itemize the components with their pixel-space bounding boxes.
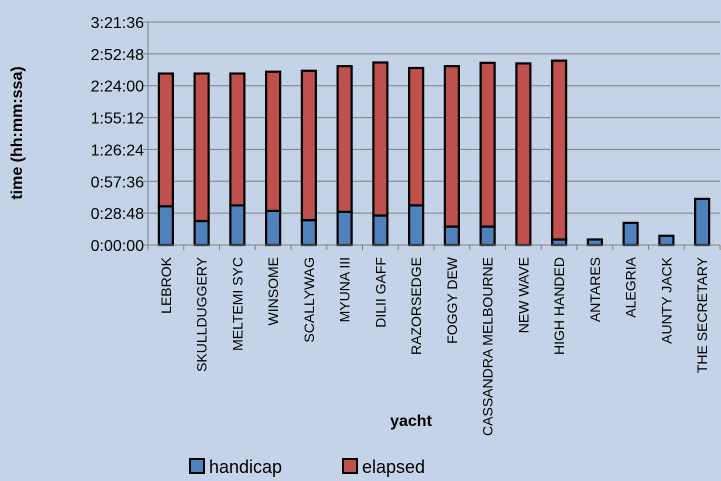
bar-handicap xyxy=(622,221,639,247)
x-tick-label: HIGH HANDED xyxy=(551,257,567,355)
x-tick-label: RAZORSEDGE xyxy=(408,257,424,355)
x-tick-label: DILII GAFF xyxy=(372,257,388,328)
bar-handicap xyxy=(372,214,389,247)
x-tick-label: LEBROK xyxy=(158,256,174,313)
y-tick-label: 2:52:48 xyxy=(91,47,144,64)
y-tick-label: 0:00:00 xyxy=(91,238,144,255)
y-tick-label: 3:21:36 xyxy=(91,15,144,32)
bar-handicap xyxy=(408,204,425,247)
x-axis: LEBROK SKULLDUGGERY MELTEMI SYC WINSOME SCAL… xyxy=(147,244,721,436)
bar-handicap xyxy=(694,197,711,247)
bar-elapsed xyxy=(193,72,210,223)
y-tick-label: 1:55:12 xyxy=(91,111,144,128)
x-tick-label: MELTEMI SYC xyxy=(229,257,245,351)
x-tick-label: THE SECRETARY xyxy=(694,256,710,373)
bar-elapsed xyxy=(336,65,353,213)
y-axis-title: time (hh:mm:ssa) xyxy=(9,66,26,199)
y-tick-label: 2:24:00 xyxy=(91,79,144,96)
bar-elapsed xyxy=(372,61,389,217)
bar-handicap xyxy=(658,234,675,247)
y-axis: 0:00:00 0:28:48 0:57:36 1:26:24 1:55:12 2:24:… xyxy=(91,15,149,255)
y-tick-label: 1:26:24 xyxy=(91,142,144,159)
bar-handicap xyxy=(443,225,460,247)
bar-handicap xyxy=(229,204,246,247)
x-tick-label: SKULLDUGGERY xyxy=(194,256,210,372)
legend-label-elapsed: elapsed xyxy=(362,457,425,477)
bar-elapsed xyxy=(479,61,496,228)
x-tick-label: NEW WAVE xyxy=(515,257,531,333)
x-tick-label: FOGGY DEW xyxy=(444,256,460,344)
bar-elapsed xyxy=(551,59,568,241)
bar-handicap xyxy=(157,205,174,247)
bar-elapsed xyxy=(265,70,282,212)
bar-handicap xyxy=(336,210,353,247)
bar-handicap xyxy=(300,219,317,247)
bar-handicap xyxy=(265,209,282,247)
x-tick-label: ALEGRIA xyxy=(623,256,639,317)
bar-elapsed xyxy=(515,62,532,247)
x-tick-label: SCALLYWAG xyxy=(301,257,317,343)
y-tick-label: 0:28:48 xyxy=(91,206,144,223)
legend: handicap elapsed xyxy=(189,457,425,477)
x-tick-label: ANTARES xyxy=(587,257,603,322)
bar-elapsed xyxy=(157,72,174,208)
bar-elapsed xyxy=(300,69,317,222)
x-tick-label: CASSANDRA MELBOURNE xyxy=(480,257,496,436)
bar-handicap xyxy=(586,238,603,247)
x-axis-title: yacht xyxy=(390,413,432,430)
bar-handicap xyxy=(479,225,496,247)
bar-elapsed xyxy=(408,66,425,207)
bar-elapsed xyxy=(443,65,460,228)
x-tick-label: MYUNA III xyxy=(337,257,353,322)
legend-swatch-handicap xyxy=(189,458,205,474)
legend-label-handicap: handicap xyxy=(209,457,282,477)
x-tick-label: AUNTY JACK xyxy=(658,256,674,344)
y-tick-label: 0:57:36 xyxy=(91,174,144,191)
x-tick-label: WINSOME xyxy=(265,257,281,325)
bars xyxy=(157,59,711,247)
bar-elapsed xyxy=(229,72,246,207)
legend-swatch-elapsed xyxy=(342,458,358,474)
bar-handicap xyxy=(193,219,210,247)
